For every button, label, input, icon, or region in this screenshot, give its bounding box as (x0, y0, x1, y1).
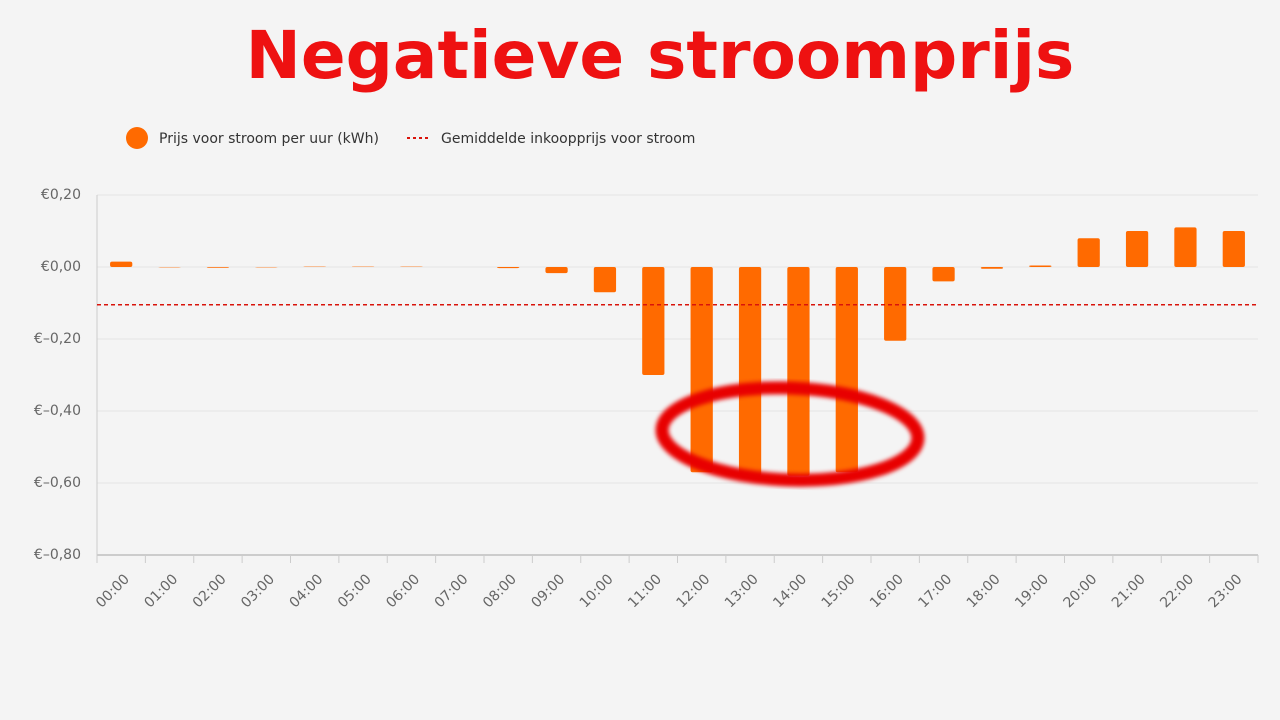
bar (642, 267, 665, 375)
y-tick-label: €–0,40 (34, 403, 81, 419)
x-tick-label: 20:00 (1060, 571, 1100, 611)
y-tick-label: €–0,60 (34, 475, 81, 491)
x-tick-label: 08:00 (480, 571, 520, 611)
chart-title: Negatieve stroomprijs (246, 17, 1075, 94)
x-tick-label: 06:00 (383, 571, 423, 611)
bar (110, 261, 133, 267)
x-tick-label: 22:00 (1157, 571, 1197, 611)
x-tick-label: 05:00 (335, 571, 375, 611)
x-tick-label: 23:00 (1206, 571, 1246, 611)
x-tick-label: 16:00 (867, 571, 907, 611)
bar (690, 267, 713, 473)
x-tick-label: 18:00 (964, 571, 1004, 611)
x-tick-label: 11:00 (625, 571, 665, 611)
legend-label: Prijs voor stroom per uur (kWh) (159, 131, 379, 147)
bar (884, 267, 907, 341)
x-tick-label: 14:00 (770, 571, 810, 611)
y-tick-label: €–0,80 (34, 547, 81, 563)
x-tick-label: 07:00 (432, 571, 472, 611)
x-tick-label: 09:00 (528, 571, 568, 611)
x-tick-label: 19:00 (1012, 571, 1052, 611)
bar (980, 267, 1004, 269)
x-tick-label: 01:00 (141, 571, 181, 611)
bar (1125, 231, 1149, 267)
y-tick-label: €0,00 (41, 259, 81, 275)
bar (738, 267, 762, 476)
legend-label: Gemiddelde inkoopprijs voor stroom (441, 131, 695, 147)
bar (1029, 265, 1052, 267)
bar (593, 267, 617, 293)
x-tick-label: 17:00 (915, 571, 955, 611)
bar (835, 267, 858, 473)
x-tick-label: 10:00 (577, 571, 617, 611)
x-tick-label: 15:00 (819, 571, 859, 611)
x-tick-label: 03:00 (238, 571, 278, 611)
legend-marker (126, 127, 148, 149)
x-tick-label: 13:00 (722, 571, 762, 611)
y-tick-label: €0,20 (41, 187, 81, 203)
x-tick-label: 04:00 (286, 571, 326, 611)
bar (206, 267, 230, 268)
x-tick-label: 21:00 (1109, 571, 1149, 611)
bar (787, 267, 810, 476)
x-tick-label: 00:00 (93, 571, 133, 611)
bar (545, 267, 568, 274)
bar (1077, 238, 1100, 267)
bar (1174, 227, 1197, 267)
x-tick-label: 02:00 (190, 571, 230, 611)
y-tick-label: €–0,20 (34, 331, 81, 347)
bar (1222, 231, 1245, 267)
bar (497, 267, 520, 269)
bar (932, 267, 955, 282)
highlight-circle (655, 381, 925, 487)
x-tick-label: 12:00 (673, 571, 713, 611)
